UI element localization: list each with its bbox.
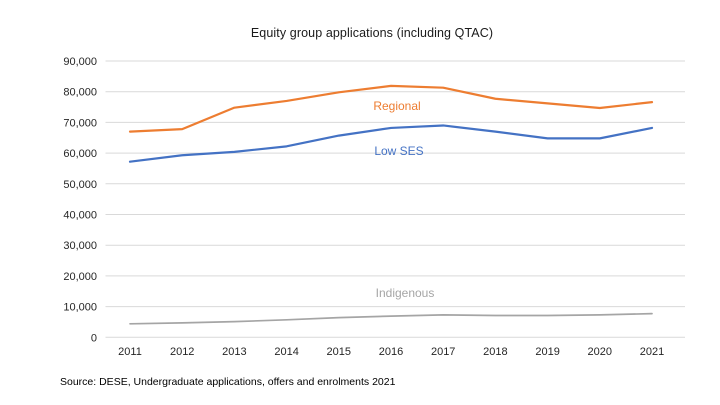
- low-ses-series-label: Low SES: [374, 144, 423, 158]
- x-axis-tick-label: 2011: [118, 346, 142, 358]
- low-ses-line: [128, 124, 654, 163]
- y-axis-tick-label: 50,000: [63, 179, 97, 191]
- source-note: Source: DESE, Undergraduate applications…: [60, 376, 396, 388]
- y-axis-tick-label: 90,000: [63, 56, 97, 68]
- y-axis-tick-label: 80,000: [63, 87, 97, 99]
- y-axis-tick-label: 70,000: [63, 117, 97, 129]
- x-axis-tick-label: 2013: [222, 346, 246, 358]
- x-axis-tick-label: 2018: [483, 346, 507, 358]
- x-axis-tick-label: 2019: [535, 346, 559, 358]
- y-axis-tick-label: 30,000: [63, 240, 97, 252]
- y-axis-tick-label: 40,000: [63, 210, 97, 222]
- x-axis-tick-label: 2021: [640, 346, 664, 358]
- y-axis-tick-label: 10,000: [63, 302, 97, 314]
- x-axis-tick-label: 2020: [588, 346, 612, 358]
- x-axis-tick-label: 2016: [379, 346, 403, 358]
- regional-series-label: Regional: [373, 99, 420, 113]
- x-axis-tick-label: 2014: [274, 346, 298, 358]
- x-axis-tick-label: 2012: [170, 346, 194, 358]
- x-axis-tick-label: 2015: [327, 346, 351, 358]
- y-axis-tick-label: 20,000: [63, 271, 97, 283]
- y-axis-tick-label: 60,000: [63, 148, 97, 160]
- regional-line: [128, 84, 654, 133]
- chart-title: Equity group applications (including QTA…: [250, 26, 494, 40]
- indigenous-series-label: Indigenous: [376, 286, 435, 300]
- x-axis-tick-label: 2017: [431, 346, 455, 358]
- indigenous-line: [129, 312, 653, 325]
- y-axis-tick-label: 0: [91, 332, 97, 344]
